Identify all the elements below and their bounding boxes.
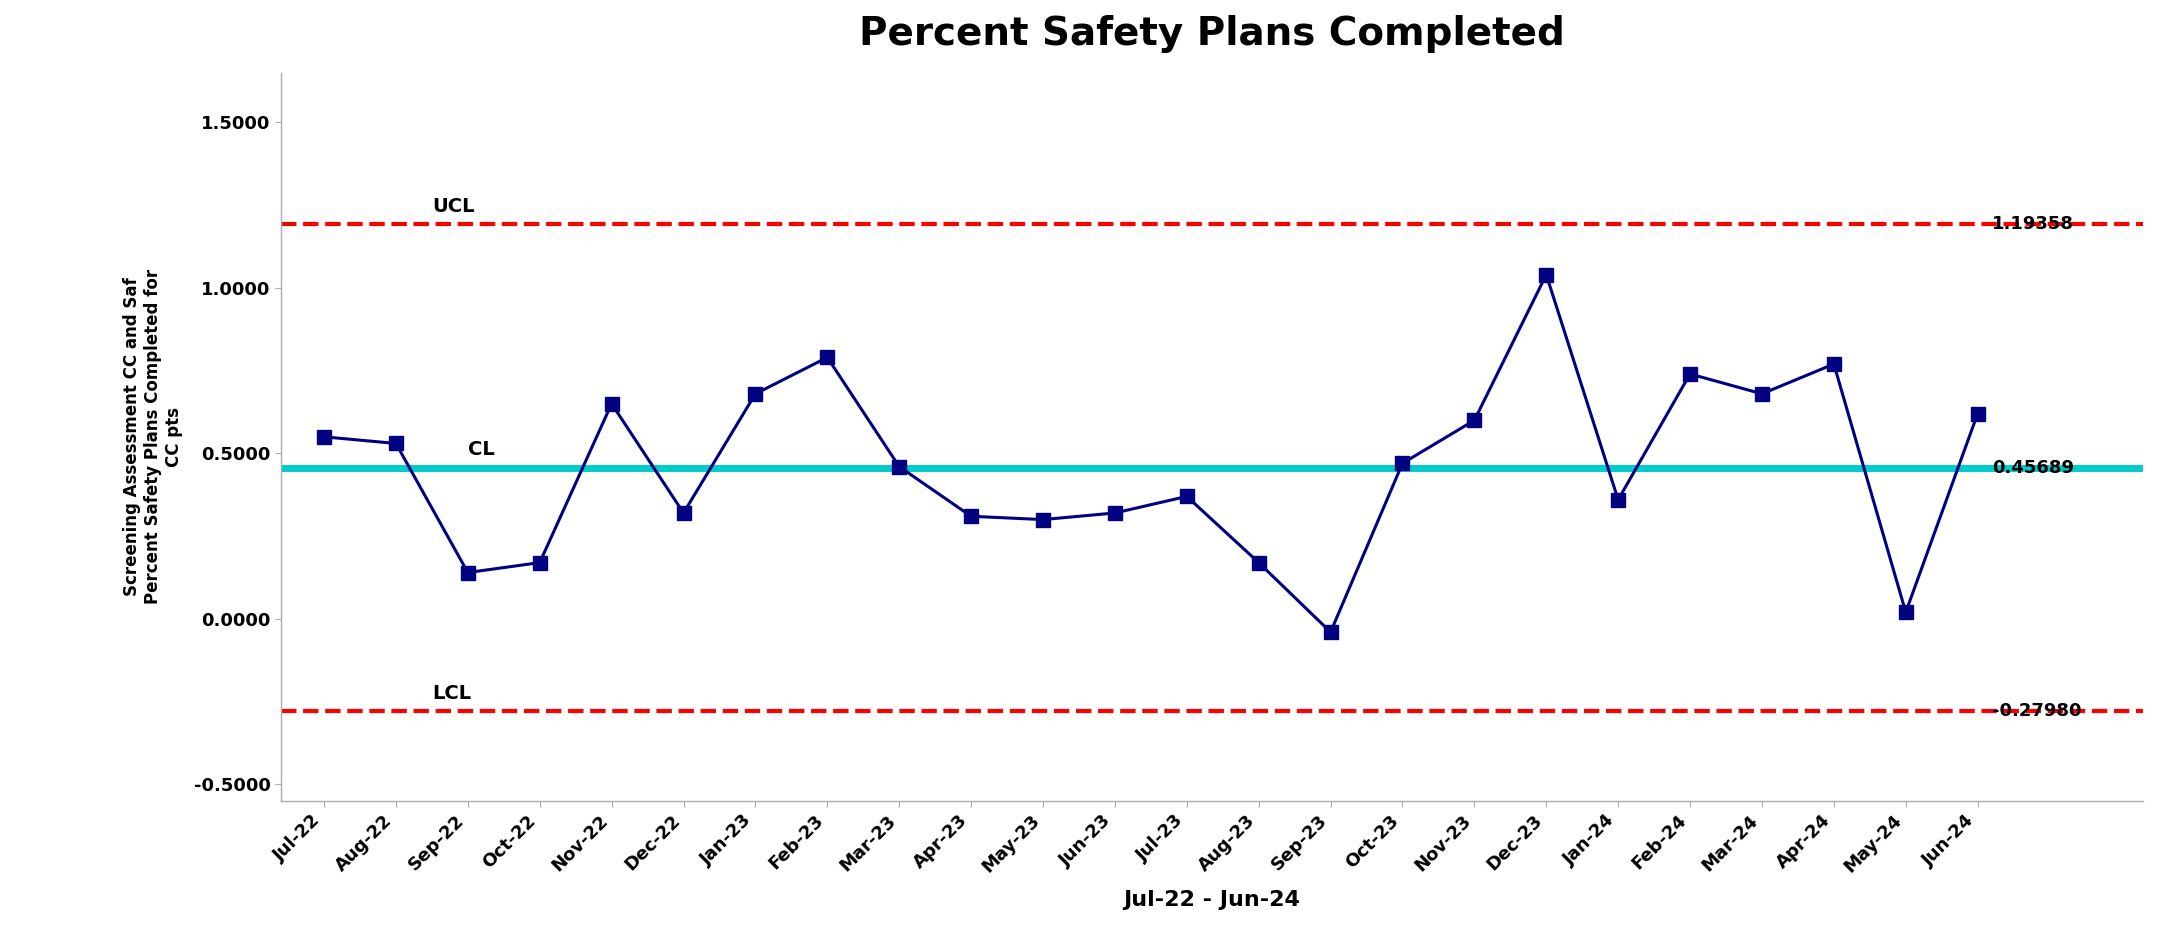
Text: CL: CL <box>468 440 494 460</box>
Text: 1.19358: 1.19358 <box>1992 215 2074 233</box>
Text: UCL: UCL <box>432 197 475 216</box>
Text: 0.45689: 0.45689 <box>1992 459 2074 476</box>
Title: Percent Safety Plans Completed: Percent Safety Plans Completed <box>859 15 1565 53</box>
Text: -0.27980: -0.27980 <box>1992 702 2082 721</box>
Y-axis label: Screening Assessment CC and Saf
Percent Safety Plans Completed for
CC pts: Screening Assessment CC and Saf Percent … <box>123 269 183 604</box>
X-axis label: Jul-22 - Jun-24: Jul-22 - Jun-24 <box>1124 890 1301 910</box>
Text: LCL: LCL <box>432 684 470 703</box>
